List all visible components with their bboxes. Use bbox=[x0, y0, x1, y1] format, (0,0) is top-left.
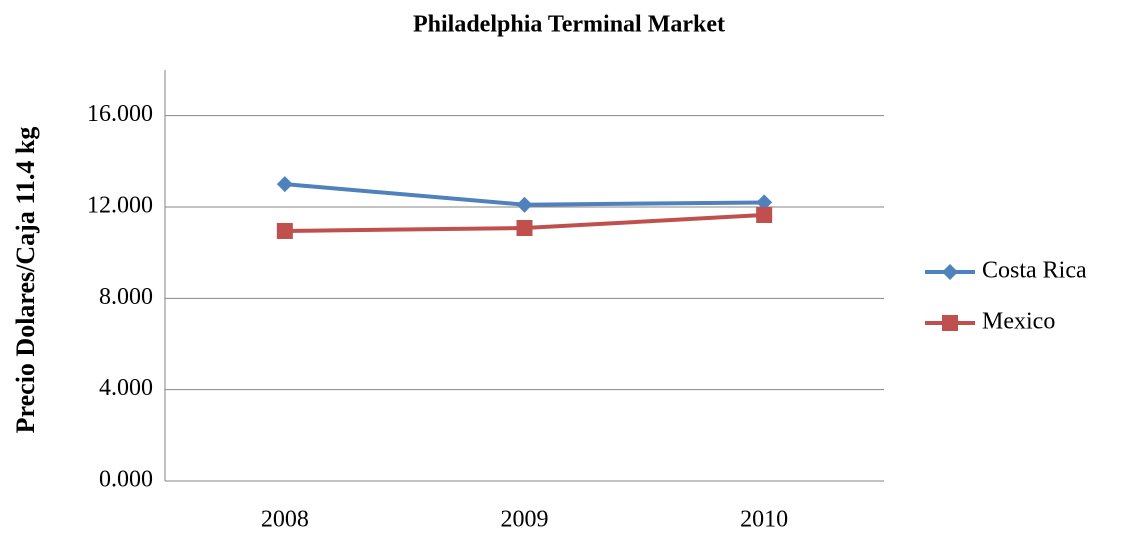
chart-title: Philadelphia Terminal Market bbox=[413, 12, 725, 38]
legend-marker bbox=[942, 315, 958, 331]
x-tick-label: 2009 bbox=[501, 507, 549, 533]
legend-label: Mexico bbox=[982, 309, 1055, 335]
marker bbox=[516, 220, 533, 237]
y-tick-label: 12.000 bbox=[87, 193, 153, 219]
y-tick-label: 0.000 bbox=[99, 467, 153, 493]
y-tick-label: 16.000 bbox=[87, 101, 153, 127]
legend-label: Costa Rica bbox=[982, 258, 1087, 284]
x-tick-label: 2008 bbox=[261, 507, 309, 533]
marker bbox=[276, 222, 293, 239]
y-tick-label: 8.000 bbox=[99, 284, 153, 310]
legend-marker bbox=[942, 264, 958, 280]
y-tick-label: 4.000 bbox=[99, 375, 153, 401]
x-tick-label: 2010 bbox=[740, 507, 788, 533]
y-axis-label: Precio Dolares/Caja 11.4 kg bbox=[11, 127, 40, 434]
marker bbox=[756, 194, 773, 211]
marker bbox=[276, 176, 293, 193]
marker bbox=[756, 206, 773, 223]
marker bbox=[516, 196, 533, 213]
